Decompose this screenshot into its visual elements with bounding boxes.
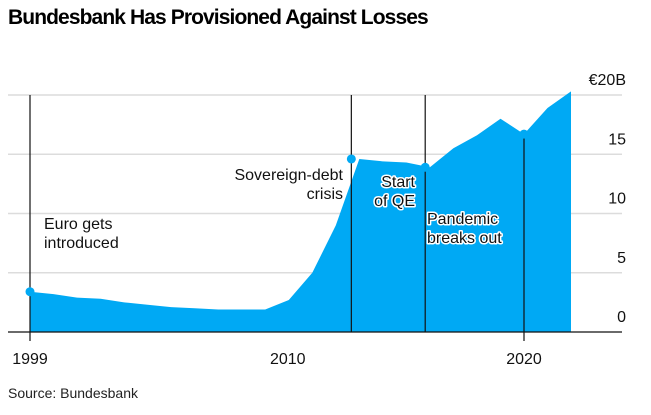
- annotation-label-line: Euro gets: [44, 216, 112, 233]
- annotation-dot: [420, 162, 430, 172]
- annotation-dot: [346, 154, 356, 164]
- y-tick-label: €20B: [589, 72, 626, 89]
- annotation-label: Start of QE: [374, 174, 415, 210]
- annotation-dot: [519, 129, 529, 139]
- annotation-label-line: of QE: [374, 193, 415, 210]
- x-tick-label: 1999: [12, 351, 48, 368]
- y-tick-label: 5: [617, 250, 626, 267]
- annotation-label: Euro gets introduced: [44, 216, 119, 252]
- annotation-label-line: Sovereign-debt: [234, 167, 343, 184]
- annotation-label-line: introduced: [44, 235, 119, 252]
- y-tick-label: 10: [608, 191, 626, 208]
- annotation-label: Sovereign-debt crisis: [234, 167, 343, 203]
- annotation-label-line: crisis: [307, 186, 343, 203]
- area-series: [30, 91, 571, 333]
- annotation-label: Pandemic breaks out: [427, 211, 502, 247]
- annotation-label-line: Start: [381, 174, 415, 191]
- y-tick-label: 0: [617, 309, 626, 326]
- y-tick-label: 15: [608, 131, 626, 148]
- source-note: Source: Bundesbank: [8, 385, 138, 401]
- x-tick-label: 2010: [270, 351, 306, 368]
- annotation-label-line: breaks out: [427, 230, 502, 247]
- annotation-label-line: Pandemic: [427, 211, 498, 228]
- chart-title: Bundesbank Has Provisioned Against Losse…: [8, 6, 429, 29]
- x-tick-label: 2020: [506, 351, 542, 368]
- annotation-dot: [25, 287, 35, 297]
